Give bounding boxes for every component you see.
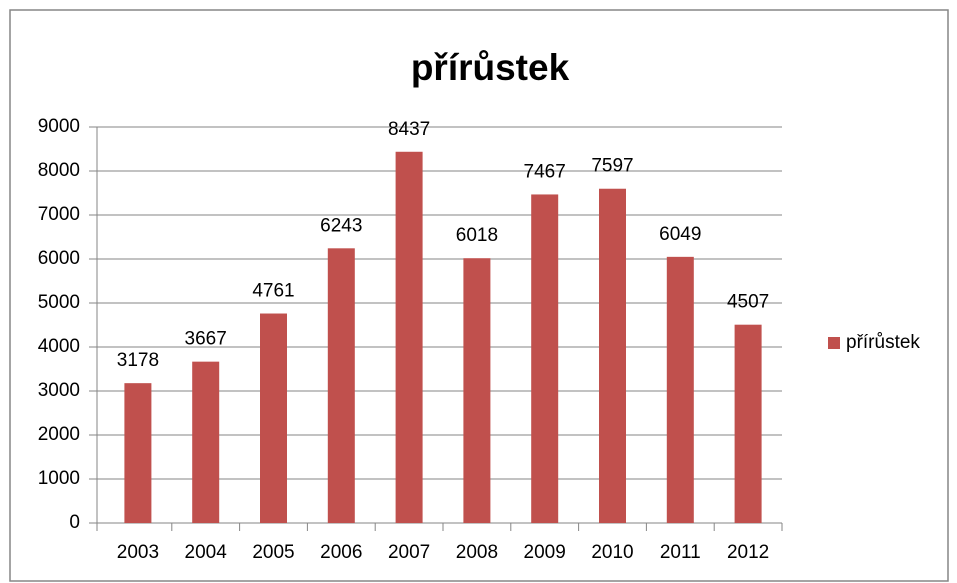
legend-label: přírůstek (846, 332, 920, 353)
data-label: 6243 (320, 215, 362, 236)
y-tick-label: 7000 (38, 204, 80, 225)
y-tick-label: 2000 (38, 424, 80, 445)
y-tick-label: 5000 (38, 292, 80, 313)
data-label: 4761 (252, 281, 294, 302)
y-tick-label: 9000 (38, 116, 80, 137)
bar (666, 256, 694, 523)
x-tick-label: 2011 (660, 542, 701, 563)
bar (599, 188, 626, 523)
legend-swatch (828, 337, 840, 349)
chart-title: přírůstek (411, 47, 570, 88)
y-tick-label: 6000 (38, 248, 80, 269)
y-tick-label: 3000 (38, 380, 80, 401)
data-label: 4507 (727, 292, 769, 313)
data-label: 7597 (591, 156, 633, 177)
data-label: 8437 (388, 119, 430, 140)
data-label: 6049 (659, 224, 701, 245)
data-label: 3667 (185, 329, 227, 350)
data-label: 6018 (456, 225, 498, 246)
bar (192, 361, 220, 523)
y-tick-label: 1000 (38, 468, 80, 489)
x-tick-label: 2009 (524, 542, 566, 563)
y-tick-label: 8000 (38, 160, 80, 181)
data-label: 3178 (117, 350, 159, 371)
x-tick-label: 2008 (456, 542, 498, 563)
bar (463, 258, 491, 523)
bar (734, 324, 762, 523)
bar (395, 151, 423, 523)
x-tick-label: 2012 (727, 542, 769, 563)
x-tick-label: 2010 (591, 542, 633, 563)
bar (124, 383, 152, 523)
x-tick-label: 2004 (185, 542, 228, 563)
bar (531, 194, 559, 523)
x-tick-label: 2005 (252, 542, 294, 563)
x-tick-label: 2003 (117, 542, 159, 563)
data-label: 7467 (524, 161, 566, 182)
x-tick-label: 2006 (320, 542, 362, 563)
bar (260, 313, 287, 523)
bar (327, 248, 355, 524)
y-tick-label: 4000 (38, 336, 80, 357)
y-tick-label: 0 (69, 512, 80, 533)
x-tick-label: 2007 (388, 542, 430, 563)
